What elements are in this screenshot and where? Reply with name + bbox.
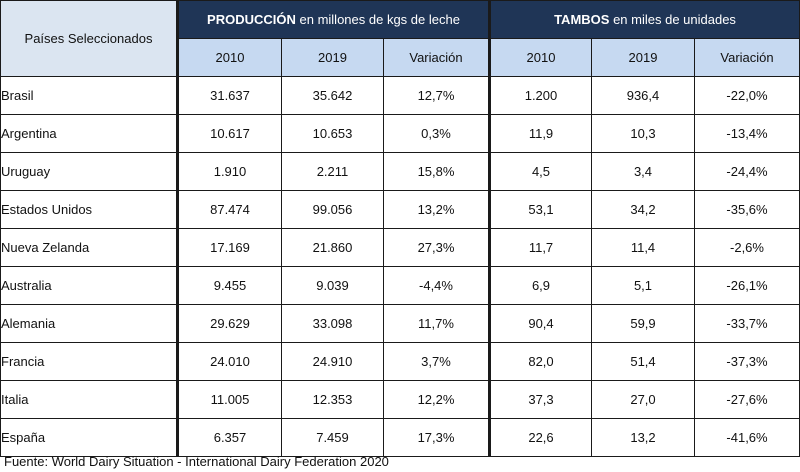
tambos-2010-cell: 53,1	[488, 190, 592, 229]
prod-2019-cell: 21.860	[281, 228, 384, 267]
tambos-variation-cell: -27,6%	[693, 380, 800, 419]
tambos-2010-cell: 37,3	[488, 380, 592, 419]
prod-variation-cell: 27,3%	[383, 228, 490, 267]
table-row: Australia 9.455 9.039 -4,4% 6,9 5,1 -26,1%	[0, 266, 800, 305]
table-row: Estados Unidos 87.474 99.056 13,2% 53,1 34,2-…	[0, 190, 800, 229]
tambos-variation-cell: -2,6%	[693, 228, 800, 267]
tambos-2019-cell: 13,2	[591, 418, 695, 457]
prod-2010-cell: 87.474	[177, 190, 282, 229]
tambos-2010-cell: 11,7	[488, 228, 592, 267]
production-header-rest: en millones de kgs de leche	[295, 12, 460, 27]
tambos-variation-cell: -41,6%	[693, 418, 800, 457]
prod-variation-cell: 11,7%	[383, 304, 490, 343]
country-cell: Francia	[0, 342, 179, 381]
table-header: Países Seleccionados PRODUCCIÓN en millo…	[0, 0, 800, 77]
prod-2019-cell: 33.098	[281, 304, 384, 343]
tambos-2019-cell: 3,4	[591, 152, 695, 191]
tambos-variation-cell: -35,6%	[693, 190, 800, 229]
prod-2010-cell: 1.910	[177, 152, 282, 191]
prod-2019-cell: 99.056	[281, 190, 384, 229]
prod-2010-cell: 11.005	[177, 380, 282, 419]
prod-2010-cell: 10.617	[177, 114, 282, 153]
country-cell: Italia	[0, 380, 179, 419]
prod-2010-cell: 29.629	[177, 304, 282, 343]
dairy-data-table: Países Seleccionados PRODUCCIÓN en millo…	[0, 0, 800, 457]
production-group-header: PRODUCCIÓN en millones de kgs de leche	[177, 0, 490, 39]
tambos-header-rest: en miles de unidades	[609, 12, 736, 27]
tambos-2010-cell: 90,4	[488, 304, 592, 343]
country-cell: Brasil	[0, 76, 179, 115]
sub-header-prod-2010: 2010	[177, 38, 282, 77]
tambos-2019-cell: 34,2	[591, 190, 695, 229]
tambos-2019-cell: 11,4	[591, 228, 695, 267]
prod-2010-cell: 24.010	[177, 342, 282, 381]
prod-2019-cell: 2.211	[281, 152, 384, 191]
country-cell: Estados Unidos	[0, 190, 179, 229]
tambos-variation-cell: -22,0%	[693, 76, 800, 115]
sub-header-tambos-variation: Variación	[693, 38, 800, 77]
table-row: España 6.357 7.459 17,3% 22,6 13,2 -41,6%	[0, 418, 800, 457]
table-row: Uruguay 1.910 2.211 15,8% 4,5 3,4 -24,4%	[0, 152, 800, 191]
table-row: Brasil 31.637 35.642 12,7% 1.200 936,4 -22,0%	[0, 76, 800, 115]
country-cell: Nueva Zelanda	[0, 228, 179, 267]
tambos-2010-cell: 22,6	[488, 418, 592, 457]
sub-header-tambos-2019: 2019	[591, 38, 695, 77]
prod-2019-cell: 10.653	[281, 114, 384, 153]
tambos-2019-cell: 936,4	[591, 76, 695, 115]
prod-2019-cell: 9.039	[281, 266, 384, 305]
sub-header-prod-variation: Variación	[383, 38, 490, 77]
prod-2019-cell: 7.459	[281, 418, 384, 457]
prod-variation-cell: 0,3%	[383, 114, 490, 153]
prod-2019-cell: 35.642	[281, 76, 384, 115]
tambos-2019-cell: 51,4	[591, 342, 695, 381]
prod-variation-cell: 13,2%	[383, 190, 490, 229]
country-cell: Uruguay	[0, 152, 179, 191]
tambos-variation-cell: -33,7%	[693, 304, 800, 343]
tambos-variation-cell: -24,4%	[693, 152, 800, 191]
tambos-variation-cell: -26,1%	[693, 266, 800, 305]
source-footnote: Fuente: World Dairy Situation - Internat…	[4, 454, 389, 469]
tambos-header-bold: TAMBOS	[554, 12, 610, 27]
table-body: Brasil 31.637 35.642 12,7% 1.200 936,4 -22,0% A…	[0, 76, 800, 457]
table-row: Alemania 29.629 33.098 11,7% 90,4 59,9 -33,7%	[0, 304, 800, 343]
production-header-bold: PRODUCCIÓN	[207, 12, 296, 27]
tambos-2010-cell: 6,9	[488, 266, 592, 305]
tambos-2019-cell: 27,0	[591, 380, 695, 419]
prod-2019-cell: 12.353	[281, 380, 384, 419]
country-cell: Alemania	[0, 304, 179, 343]
prod-2019-cell: 24.910	[281, 342, 384, 381]
tambos-2019-cell: 59,9	[591, 304, 695, 343]
tambos-2010-cell: 1.200	[488, 76, 592, 115]
prod-variation-cell: 12,7%	[383, 76, 490, 115]
prod-2010-cell: 31.637	[177, 76, 282, 115]
tambos-2010-cell: 11,9	[488, 114, 592, 153]
tambos-group-header: TAMBOS en miles de unidades	[487, 0, 800, 39]
sub-header-prod-2019: 2019	[281, 38, 384, 77]
tambos-2010-cell: 82,0	[488, 342, 592, 381]
country-column-header: Países Seleccionados	[0, 0, 179, 77]
sub-header-tambos-2010: 2010	[488, 38, 592, 77]
table-row: Argentina 10.617 10.653 0,3% 11,9 10,3 -13,4%	[0, 114, 800, 153]
tambos-variation-cell: -37,3%	[693, 342, 800, 381]
tambos-2019-cell: 10,3	[591, 114, 695, 153]
prod-2010-cell: 6.357	[177, 418, 282, 457]
prod-variation-cell: 17,3%	[383, 418, 490, 457]
table-row: Francia 24.010 24.910 3,7% 82,0 51,4 -37,3%	[0, 342, 800, 381]
prod-variation-cell: -4,4%	[383, 266, 490, 305]
tambos-2010-cell: 4,5	[488, 152, 592, 191]
prod-2010-cell: 9.455	[177, 266, 282, 305]
table-row: Italia 11.005 12.353 12,2% 37,3 27,0 -27,6%	[0, 380, 800, 419]
country-cell: España	[0, 418, 179, 457]
prod-variation-cell: 3,7%	[383, 342, 490, 381]
prod-2010-cell: 17.169	[177, 228, 282, 267]
prod-variation-cell: 12,2%	[383, 380, 490, 419]
tambos-variation-cell: -13,4%	[693, 114, 800, 153]
prod-variation-cell: 15,8%	[383, 152, 490, 191]
tambos-2019-cell: 5,1	[591, 266, 695, 305]
country-cell: Australia	[0, 266, 179, 305]
table-row: Nueva Zelanda 17.169 21.860 27,3% 11,7 11,4 -2…	[0, 228, 800, 267]
country-cell: Argentina	[0, 114, 179, 153]
